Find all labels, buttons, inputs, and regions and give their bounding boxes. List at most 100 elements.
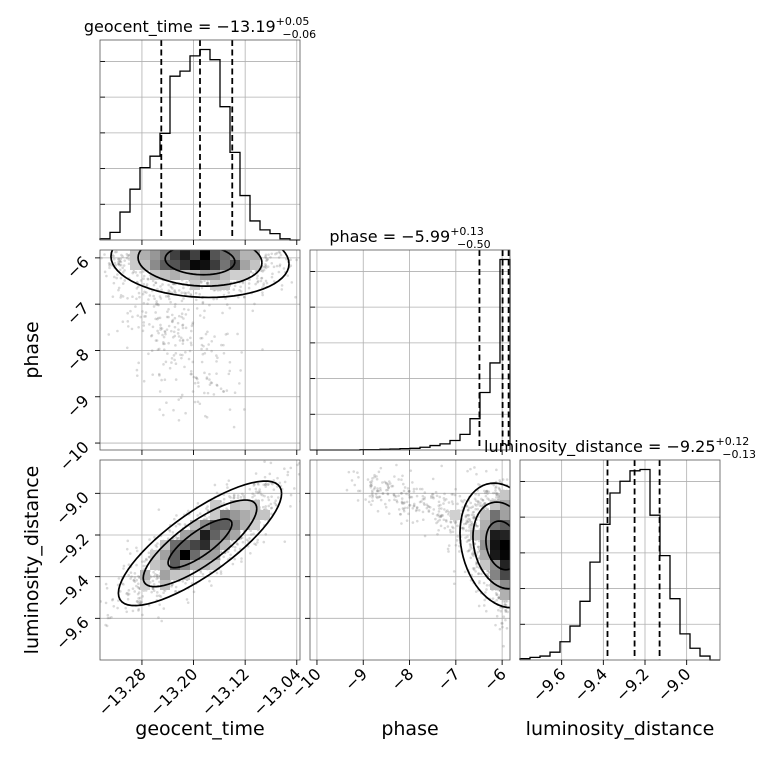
geocent-time-vs-luminosity-distance-point-600 <box>151 587 155 591</box>
geocent-time-vs-luminosity-distance-density-bin <box>210 510 220 520</box>
phase-vs-luminosity-distance-point-1476 <box>443 492 446 496</box>
geocent-time-vs-phase-point-625 <box>127 262 131 266</box>
phase-vs-luminosity-distance-point-1464 <box>466 520 470 524</box>
phase-vs-luminosity-distance-point-534 <box>469 467 472 471</box>
geocent-time-vs-phase-point-1218 <box>127 254 131 257</box>
geocent-time-vs-phase-point-715 <box>119 276 123 280</box>
geocent-time-vs-luminosity-distance-point-1187 <box>262 540 266 544</box>
hist-luminosity-distance-frame <box>519 459 721 661</box>
phase-vs-luminosity-distance-point-1174 <box>456 535 460 538</box>
geocent-time-vs-phase-point-408 <box>334 266 337 269</box>
geocent-time-vs-phase-point-1571 <box>146 302 149 306</box>
phase-vs-luminosity-distance-point-720 <box>505 627 509 630</box>
geocent-time-vs-phase-point-1437 <box>191 390 195 393</box>
geocent-time-vs-phase-point-727 <box>118 263 122 267</box>
geocent-time-vs-phase-point-1115 <box>91 261 94 264</box>
geocent-time-vs-phase-point-417 <box>108 266 111 270</box>
phase-vs-luminosity-distance-point-1091 <box>503 603 507 606</box>
phase-vs-luminosity-distance-density-bin <box>500 580 510 590</box>
geocent-time-vs-phase-point-346 <box>270 275 274 279</box>
geocent-time-vs-luminosity-distance-point-1223 <box>262 483 265 487</box>
phase-vs-luminosity-distance-point-138 <box>454 520 458 524</box>
phase-vs-luminosity-distance-point-394 <box>494 591 498 595</box>
geocent-time-vs-phase-point-168 <box>36 256 39 259</box>
phase-vs-luminosity-distance-point-1481 <box>373 475 376 479</box>
phase-vs-luminosity-distance-point-1510 <box>387 486 390 489</box>
geocent-time-vs-phase-density-bin <box>160 250 170 260</box>
geocent-time-vs-phase-point-175 <box>139 279 143 282</box>
geocent-time-vs-phase-point-850 <box>112 275 116 279</box>
phase-vs-luminosity-distance-point-1658 <box>442 496 446 500</box>
geocent-time-vs-luminosity-distance-point-1015 <box>299 500 300 503</box>
phase-vs-luminosity-distance-density-bin <box>450 510 460 520</box>
geocent-time-vs-phase-point-1498 <box>181 338 185 342</box>
geocent-time-vs-luminosity-distance-point-616 <box>110 615 113 619</box>
phase-vs-luminosity-distance-point-1490 <box>415 487 418 491</box>
geocent-time-vs-phase-point-430 <box>255 277 259 280</box>
geocent-time-vs-luminosity-distance-density-bin <box>160 560 170 570</box>
geocent-time-vs-phase-point-1510 <box>172 354 176 357</box>
geocent-time-vs-phase-point-1532 <box>174 351 178 355</box>
geocent-time-vs-phase-point-1466 <box>177 328 180 331</box>
geocent-time-vs-phase-point-158 <box>145 283 149 286</box>
phase-vs-luminosity-distance-point-1540 <box>350 479 354 482</box>
geocent-time-vs-luminosity-distance-point-153 <box>220 502 223 506</box>
geocent-time-vs-luminosity-distance-point-213 <box>263 483 267 486</box>
geocent-time-vs-luminosity-distance-point-1048 <box>135 600 139 603</box>
geocent-time-vs-luminosity-distance-point-1273 <box>126 593 130 597</box>
geocent-time-vs-phase-point-1444 <box>181 342 185 345</box>
phase-vs-luminosity-distance-point-559 <box>452 570 456 573</box>
geocent-time-vs-luminosity-distance-point-1170 <box>252 532 255 536</box>
geocent-time-vs-phase-point-1559 <box>190 372 193 376</box>
phase-vs-luminosity-distance-point-666 <box>482 581 486 585</box>
phase-vs-luminosity-distance-point-1521 <box>353 483 357 487</box>
geocent-time-vs-phase-contour-2 <box>164 250 236 276</box>
geocent-time-vs-phase-point-833 <box>206 281 210 285</box>
geocent-time-vs-phase-point-989 <box>215 297 219 301</box>
geocent-time-vs-phase-point-684 <box>265 258 269 262</box>
geocent-time-vs-luminosity-distance-point-1078 <box>133 590 137 593</box>
geocent-time-vs-luminosity-distance-point-501 <box>276 496 280 499</box>
geocent-time-vs-luminosity-distance-point-67 <box>105 586 109 590</box>
phase-vs-luminosity-distance-point-1405 <box>357 475 360 479</box>
geocent-time-vs-luminosity-distance-point-781 <box>131 587 135 590</box>
geocent-time-vs-luminosity-distance-point-88 <box>232 496 236 499</box>
geocent-time-vs-phase-point-1299 <box>200 286 204 290</box>
phase-vs-luminosity-distance-point-387 <box>470 525 474 528</box>
geocent-time-vs-phase-point-1422 <box>181 326 185 330</box>
phase-vs-luminosity-distance-point-1565 <box>407 493 411 497</box>
geocent-time-vs-phase-density-bin <box>170 270 180 280</box>
geocent-time-vs-luminosity-distance-point-1330 <box>106 613 110 617</box>
geocent-time-vs-luminosity-distance-point-76 <box>155 577 159 581</box>
geocent-time-vs-luminosity-distance-contour-0 <box>117 480 283 607</box>
geocent-time-vs-phase-point-1584 <box>164 360 168 364</box>
geocent-time-vs-phase-point-1438 <box>156 348 160 351</box>
geocent-time-vs-luminosity-distance-point-1384 <box>286 470 290 474</box>
hist-geocent-time-frame <box>99 39 301 241</box>
geocent-time-vs-luminosity-distance-point-1105 <box>286 473 289 477</box>
geocent-time-vs-luminosity-distance-point-1178 <box>249 529 252 532</box>
phase-vs-luminosity-distance-point-240 <box>485 489 489 493</box>
geocent-time-vs-phase-density-bin <box>190 260 200 270</box>
geocent-time-vs-luminosity-distance-point-1293 <box>253 494 256 497</box>
geocent-time-vs-luminosity-distance-point-752 <box>173 590 177 593</box>
phase-vs-luminosity-distance-point-1142 <box>496 493 499 497</box>
geocent-time-vs-phase-density-bin <box>150 260 160 270</box>
phase-vs-luminosity-distance-point-1489 <box>400 478 403 481</box>
geocent-time-vs-luminosity-distance-point-1368 <box>298 461 300 465</box>
geocent-time-vs-phase-point-1516 <box>173 290 176 293</box>
geocent-time-vs-phase-contours <box>110 250 290 299</box>
geocent-time-vs-phase-point-901 <box>160 288 163 291</box>
phase-vs-luminosity-distance-point-1501 <box>420 487 424 491</box>
geocent-time-vs-phase-point-1553 <box>160 327 164 330</box>
phase-vs-luminosity-distance-density-bin <box>500 530 510 540</box>
geocent-time-vs-phase-point-1595 <box>157 347 161 351</box>
phase-vs-luminosity-distance-density-bin <box>490 500 500 510</box>
geocent-time-vs-phase-point-1320 <box>253 302 256 306</box>
phase-vs-luminosity-distance-point-1496 <box>357 489 360 493</box>
geocent-time-vs-phase-point-1605 <box>238 382 241 385</box>
phase-vs-luminosity-distance-point-1539 <box>407 512 410 516</box>
phase-vs-luminosity-distance-point-1139 <box>450 500 454 503</box>
geocent-time-vs-phase-point-1441 <box>172 408 175 412</box>
geocent-time-vs-phase-point-1416 <box>184 313 188 316</box>
